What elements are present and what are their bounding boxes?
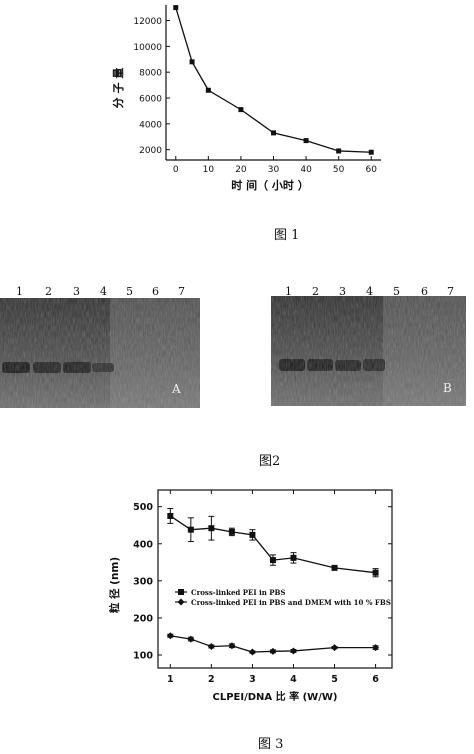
- fig1-x-axis-label: 时 间（ 小时 ）: [231, 178, 309, 192]
- fig1-y-axis-label: 分 子 量: [111, 68, 125, 109]
- fig1-x-tick-label: 10: [203, 165, 215, 175]
- fig3-x-tick-label: 2: [208, 674, 215, 685]
- fig3-series-1-point: [269, 557, 276, 564]
- gel-image-b: [271, 296, 466, 406]
- fig3-series-1-point: [290, 554, 297, 561]
- fig3-series-2-point: [207, 642, 215, 650]
- fig1-y-tick-label: 4000: [139, 120, 162, 130]
- gel-b-lane-3: 3: [339, 285, 346, 298]
- fig1-x-tick-label: 40: [300, 165, 312, 175]
- gel-a-lane-4: 4: [100, 285, 107, 298]
- gel-b-label: B: [443, 381, 452, 395]
- gel-a-label: A: [172, 382, 181, 396]
- fig3-x-tick-label: 3: [249, 674, 256, 685]
- fig3-series-2-point: [228, 642, 236, 650]
- gel-b-lane-7: 7: [447, 285, 454, 298]
- fig1-data-point: [336, 148, 342, 154]
- fig3-series-1-point: [228, 528, 235, 535]
- fig3-plot-frame: [157, 489, 393, 669]
- fig3-series-1-point: [331, 564, 338, 571]
- figure3-chart: 100 200 300 400 500 1 2 3 4 5 6 CLPEI/DNA 比 率 (W/W)…: [108, 489, 393, 703]
- fig3-series-1-point: [372, 569, 379, 576]
- fig1-data-point: [271, 130, 276, 136]
- gel-a-lane-1: 1: [16, 285, 23, 298]
- fig1-y-tick-label: 2000: [139, 146, 162, 156]
- fig3-y-tick-label: 500: [133, 502, 153, 513]
- gel-b-lane-2: 2: [312, 285, 319, 298]
- fig1-x-tick-label: 30: [268, 165, 280, 175]
- fig1-data-point: [368, 149, 374, 155]
- gel-b-lane-5: 5: [393, 285, 400, 298]
- fig3-series-2-point: [269, 647, 277, 655]
- fig3-y-tick-label: 400: [133, 539, 153, 550]
- fig1-data-point: [205, 87, 211, 93]
- fig1-x-tick-label: 60: [366, 165, 378, 175]
- gel-b-lane-1: 1: [285, 285, 292, 298]
- fig3-x-tick-label: 6: [372, 674, 379, 685]
- fig1-y-tick-label: 12000: [133, 17, 162, 27]
- fig3-x-tick-label: 4: [290, 674, 297, 685]
- gel-image-a: [0, 298, 200, 408]
- gel-a-lane-2: 2: [45, 285, 52, 298]
- fig3-y-axis-label: 粒 径 (nm): [108, 557, 121, 613]
- fig3-series-2-point: [248, 648, 256, 656]
- fig3-series-2-point: [289, 647, 297, 655]
- figure3-caption: 图 3: [258, 737, 284, 752]
- fig3-series-2-point: [187, 635, 195, 643]
- fig1-data-point: [173, 5, 179, 11]
- fig1-series-line: [175, 7, 372, 153]
- gel-a-lane-6: 6: [152, 285, 159, 298]
- gel-a-lane-7: 7: [178, 285, 185, 298]
- fig3-series-2-point: [331, 644, 339, 652]
- fig3-y-tick-label: 200: [133, 613, 153, 624]
- fig3-legend-marker: [177, 598, 185, 606]
- fig3-x-tick-label: 1: [167, 674, 174, 685]
- fig3-x-tick-label: 5: [331, 674, 338, 685]
- fig1-data-point: [238, 107, 244, 113]
- fig1-x-tick-label: 0: [173, 165, 179, 175]
- figure2-caption: 图2: [259, 454, 281, 469]
- fig1-x-tick-label: 20: [235, 165, 247, 175]
- fig3-series-1-point: [167, 512, 174, 519]
- fig1-data-point: [303, 138, 309, 144]
- fig3-x-axis-label: CLPEI/DNA 比 率 (W/W): [213, 690, 338, 703]
- fig3-series-1-point: [187, 526, 194, 533]
- fig3-series-1-point: [208, 525, 215, 532]
- fig3-series-2-point: [166, 632, 174, 640]
- figure1-caption: 图 1: [274, 228, 300, 243]
- fig3-y-tick-label: 100: [133, 651, 153, 662]
- fig1-y-tick-label: 6000: [139, 95, 162, 105]
- fig3-y-tick-label: 300: [133, 576, 153, 587]
- gel-b-lane-6: 6: [421, 285, 428, 298]
- gel-a-lane-3: 3: [73, 285, 80, 298]
- fig1-x-tick-label: 50: [333, 165, 345, 175]
- fig3-series-2-point: [372, 644, 380, 652]
- fig1-y-tick-label: 10000: [133, 43, 162, 53]
- fig3-legend-marker: [178, 589, 184, 595]
- gel-b-lane-4: 4: [366, 285, 373, 298]
- fig1-data-point: [189, 59, 195, 65]
- gel-a-lane-5: 5: [126, 285, 133, 298]
- fig1-y-tick-label: 8000: [139, 69, 162, 79]
- fig3-series-1-point: [249, 531, 256, 538]
- fig3-legend-label: Cross-linked PEI in PBS: [191, 588, 286, 597]
- fig3-legend-label: Cross-linked PEI in PBS and DMEM with 10…: [191, 598, 391, 607]
- figure1-chart: 2000 4000 6000 8000 10000 12000 0 10 20 30 40 50 60 时…: [111, 5, 381, 192]
